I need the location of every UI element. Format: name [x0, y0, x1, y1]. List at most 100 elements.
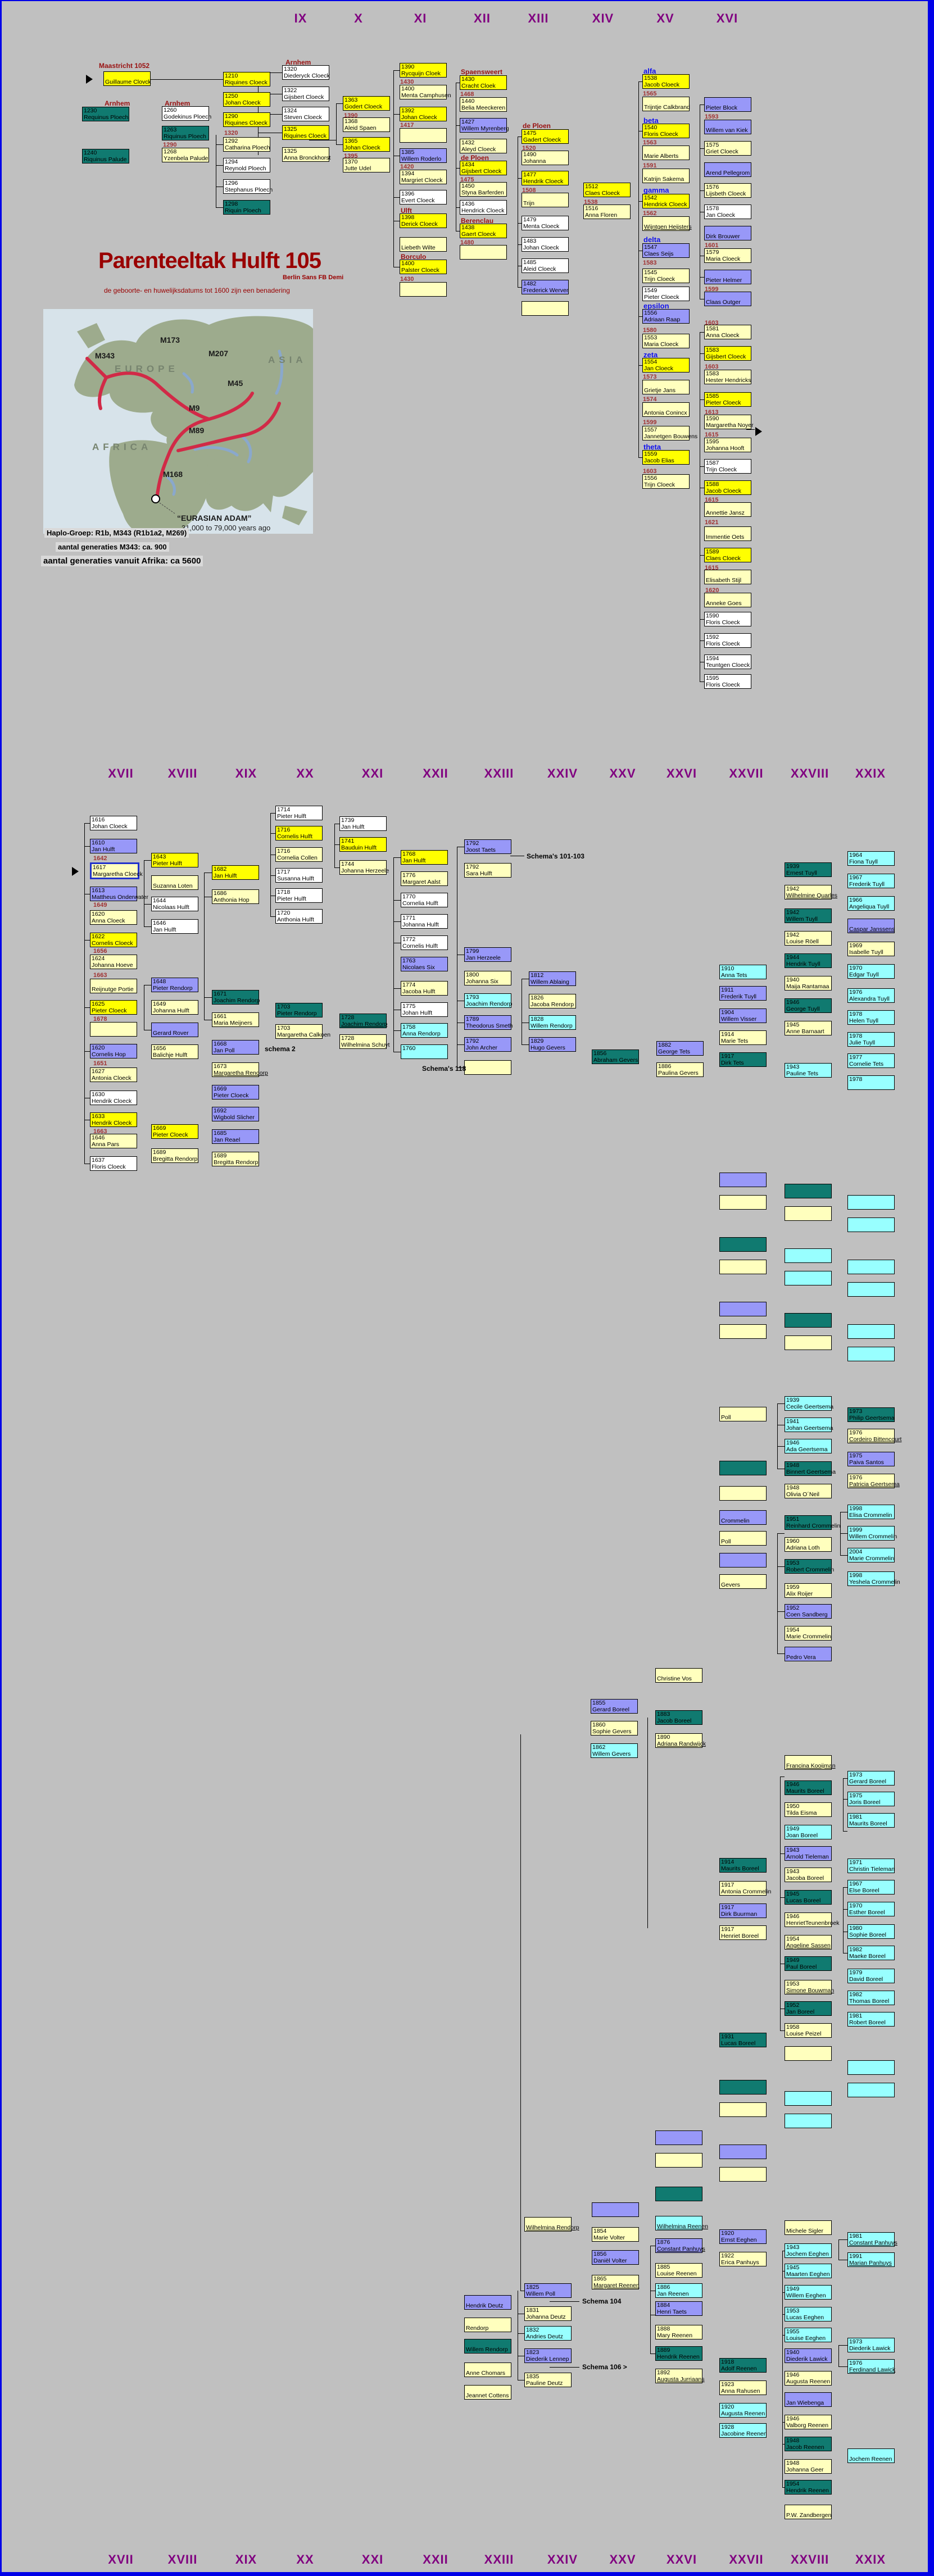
person-box: 1385 Willem Roderlo	[400, 148, 447, 163]
map-label-m168: M168	[163, 470, 183, 479]
person-birth-year: 1613	[92, 887, 105, 894]
person-box: Arend Pellegrom	[704, 162, 751, 177]
connector-line	[457, 1044, 464, 1045]
person-name: Stephanus Ploech	[225, 187, 273, 193]
person-box: 1854 Marie Volter	[592, 2227, 639, 2242]
person-birth-year: 1210	[225, 72, 238, 79]
generation-header-xxvii: XXVII	[729, 2552, 764, 2566]
person-name: Alix Roijer	[786, 1591, 813, 1597]
person-box: 1434 Gijsbert Cloeck	[460, 161, 507, 175]
connector-line	[700, 148, 704, 149]
connector-line	[270, 875, 275, 876]
person-box: Gevers	[719, 1574, 767, 1589]
person-name: Rycquijn Cloek	[401, 70, 441, 77]
person-name: Johanna Hulft	[402, 921, 439, 928]
person-name: Marie Tets	[721, 1038, 749, 1044]
person-name: Annettie Jansz	[706, 510, 745, 516]
person-name: Immentie Oets	[706, 534, 745, 540]
person-name: Diederik Lawick	[786, 2356, 828, 2363]
person-name: Requinus Ploech	[84, 114, 129, 121]
person-name: Angeline Sassen	[786, 1942, 831, 1949]
person-box: 1939 Cecile Geertsema	[785, 1396, 833, 1411]
person-birth-year: 1823	[526, 2349, 539, 2356]
marriage-year: 1603	[705, 320, 719, 326]
person-name: Yeshela Crommelin	[849, 1579, 900, 1585]
person-name: Willem Rendorp	[531, 1023, 573, 1029]
map-label-m89: M89	[189, 426, 204, 435]
connector-line	[456, 125, 460, 126]
person-box: 1400 Menta Camphusen	[400, 85, 451, 99]
caption-generaties-afrika: aantal generaties vanuit Afrika: ca 5600	[41, 556, 203, 566]
person-box: Anne Chomars	[464, 2363, 511, 2377]
person-box: 1682 Jan Hulft	[212, 865, 259, 880]
person-birth-year: 1260	[164, 107, 177, 113]
person-box: 1826 Jacoba Rendorp	[529, 994, 576, 1008]
person-birth-year: 1398	[401, 214, 415, 221]
person-box: 1590 Margaretha Noyer	[704, 415, 754, 429]
person-name: Evert Cloeck	[401, 197, 435, 204]
person-birth-year: 1617	[93, 864, 106, 871]
person-name: Claes Cloeck	[585, 190, 620, 197]
person-name: Poll	[721, 1538, 731, 1545]
person-box: 1960 Adriana Loth	[785, 1537, 832, 1552]
generation-header-xxiii: XXIII	[484, 766, 514, 780]
person-name: Willem Eeghen	[786, 2292, 826, 2299]
person-birth-year: 1939	[786, 1397, 800, 1403]
person-name: Valborg Reenen	[786, 2422, 829, 2429]
marriage-year: 1520	[522, 145, 536, 152]
person-birth-year: 1940	[786, 2349, 800, 2356]
connector-line	[216, 144, 223, 145]
person-box: 1622 Cornelis Cloeck	[90, 933, 137, 947]
person-box: 1230 Requinus Ploech	[82, 107, 129, 121]
person-box: 1644 Nicolaas Hulft	[151, 897, 198, 911]
person-box: 1976 Alexandra Tuyll	[847, 988, 895, 1003]
person-box: 1835 Pauline Deutz	[524, 2373, 572, 2387]
person-name: Johanna Hulft	[153, 1007, 189, 1014]
marriage-year: 1565	[643, 90, 657, 97]
person-box: Reijnutge Portie	[90, 979, 137, 993]
person-box: Jeannet Cottens	[464, 2385, 511, 2400]
connector-line	[650, 2246, 651, 2354]
person-name: Jannetgen Bouwens	[644, 433, 698, 440]
person-name: Marie Crommelin	[849, 1555, 894, 1562]
generation-header-xxvi: XXVI	[666, 766, 697, 780]
generation-header-xxix: XXIX	[855, 766, 886, 780]
person-birth-year: 1625	[92, 1001, 105, 1007]
person-name: Johanna Herzeele	[341, 867, 389, 874]
connector-line	[838, 2239, 839, 2260]
person-name: Anthonia Hulft	[277, 916, 314, 923]
person-name: Frederik Tuyll	[721, 993, 757, 1000]
person-name: Julie Tuyll	[849, 1039, 876, 1046]
person-box: 1394 Margriet Cloeck	[400, 170, 447, 184]
connector-line	[782, 2422, 785, 2423]
person-name: Floris Cloeck	[92, 1164, 126, 1170]
person-box: 1792 Sara Hulft	[464, 863, 511, 878]
person-box: 1717 Susanna Hulft	[275, 868, 323, 883]
person-box: 1294 Reynold Ploech	[223, 158, 270, 172]
person-name: Constant Panhuys	[657, 2246, 705, 2252]
person-name: Hester Hendricks	[706, 377, 751, 384]
person-box: 1298 Riquin Ploech	[223, 200, 270, 215]
generation-header-xxviii: XXVIII	[790, 766, 829, 780]
person-name: Maarten Eeghen	[786, 2271, 830, 2278]
connector-line	[777, 1566, 785, 1567]
generation-header-ix: IX	[294, 11, 307, 25]
connector-line	[700, 353, 704, 354]
person-name: P.W. Zandbergen	[786, 2512, 832, 2519]
map-label-m45: M45	[228, 379, 243, 388]
person-name: Gijsbert Cloeck	[461, 168, 502, 175]
person-box: 1971 Christin Tieleman	[847, 1859, 895, 1873]
person-name: Henriet Boreel	[721, 1933, 759, 1939]
person-birth-year: 1948	[786, 2437, 800, 2444]
person-birth-year: 1557	[644, 426, 658, 433]
marriage-year: 1663	[93, 1128, 107, 1135]
person-name: Louise Röell	[786, 938, 819, 945]
person-box: 1579 Maria Cloeck	[704, 248, 751, 263]
person-name: Lijsbeth Cloeck	[706, 190, 746, 197]
person-birth-year: 1668	[214, 1041, 227, 1047]
connector-line	[777, 1533, 785, 1534]
person-name: Jan Hulft	[402, 857, 426, 864]
person-box: 1512 Claes Cloeck	[583, 183, 631, 197]
person-name: Gadert Cloeck	[523, 137, 561, 143]
person-birth-year: 1918	[721, 2359, 734, 2365]
